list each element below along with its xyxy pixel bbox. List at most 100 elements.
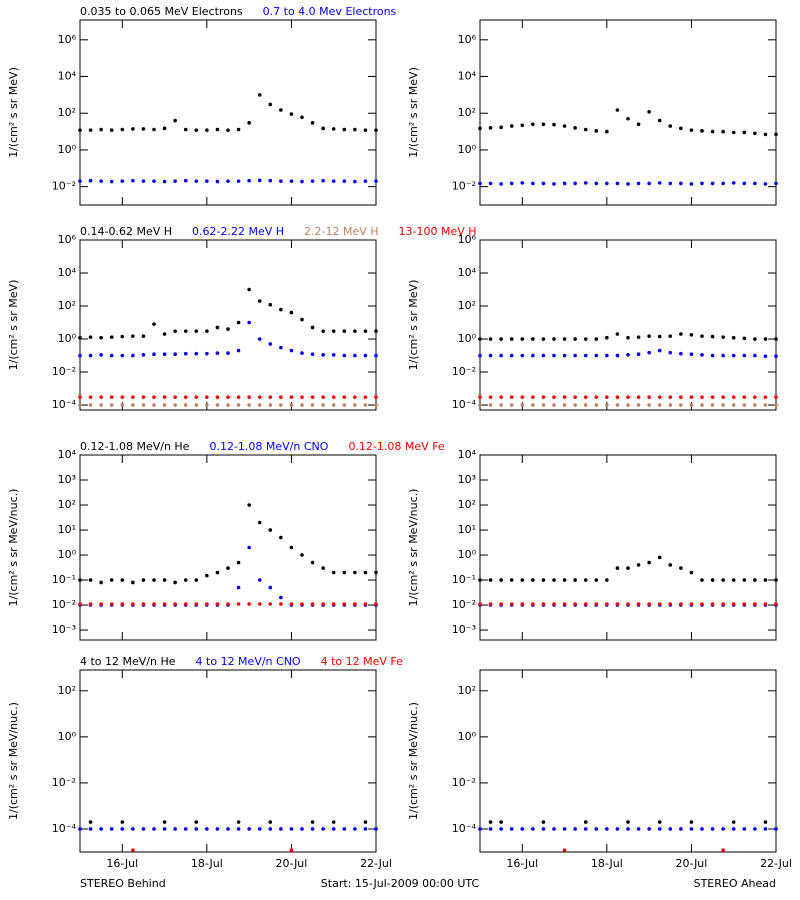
data-point: [731, 827, 736, 831]
data-point: [668, 563, 673, 567]
data-point: [478, 578, 482, 582]
plot-frame: [79, 19, 377, 206]
data-point: [509, 578, 514, 582]
data-point: [215, 403, 220, 407]
data-point: [552, 122, 556, 127]
data-point: [78, 395, 82, 399]
data-point: [331, 602, 336, 606]
data-point: [594, 337, 599, 341]
data-point: [615, 181, 620, 186]
data-point: [268, 102, 273, 107]
data-point: [310, 827, 315, 831]
data-point: [131, 403, 135, 407]
data-point: [636, 122, 641, 127]
data-point: [109, 602, 114, 606]
data-point: [626, 335, 630, 340]
data-point: [626, 820, 630, 824]
data-point: [342, 127, 347, 132]
data-point: [226, 351, 230, 355]
data-point: [689, 403, 694, 407]
data-point: [488, 395, 493, 399]
y-tick-label: 10⁴: [58, 448, 77, 461]
data-point: [531, 602, 535, 606]
data-point: [668, 403, 673, 407]
data-point: [374, 353, 378, 358]
legend-label: 4 to 12 MeV/n He: [80, 655, 176, 668]
data-point: [310, 325, 315, 330]
y-tick-label: 10²: [458, 299, 476, 312]
data-point: [636, 602, 641, 606]
y-tick-label: 10⁻²: [452, 598, 476, 611]
data-point: [615, 827, 620, 831]
data-point: [236, 127, 241, 132]
y-tick-label: 10⁻²: [52, 365, 76, 378]
data-point: [774, 403, 778, 407]
data-point: [353, 179, 357, 184]
plot-frame: [479, 19, 777, 206]
data-point: [194, 403, 199, 407]
data-point: [562, 337, 567, 341]
data-point: [774, 354, 778, 359]
data-point: [636, 395, 641, 399]
data-point: [257, 602, 262, 606]
data-point: [657, 334, 662, 339]
y-tick-label: 10⁰: [458, 143, 477, 156]
data-point: [721, 578, 725, 582]
data-point: [552, 578, 556, 582]
data-point: [78, 827, 82, 831]
data-point: [509, 124, 514, 128]
legend-label: 0.12-1.08 MeV Fe: [348, 440, 444, 453]
data-point: [152, 127, 156, 132]
data-point: [141, 353, 146, 357]
y-axis-label: 1/(cm² s sr MeV/nuc.): [407, 489, 420, 607]
data-point: [615, 353, 620, 358]
data-point: [289, 602, 294, 606]
data-point: [236, 585, 241, 590]
data-point: [120, 179, 125, 183]
data-point: [194, 602, 199, 606]
y-tick-label: 10¹: [58, 523, 76, 536]
data-point: [120, 827, 125, 831]
legend-label: 0.12-1.08 MeV/n CNO: [209, 440, 328, 453]
data-point: [710, 403, 715, 407]
data-point: [626, 395, 630, 399]
data-point: [173, 179, 177, 183]
data-point: [509, 602, 514, 606]
y-tick-label: 10⁰: [58, 332, 77, 345]
y-tick-label: 10⁻⁴: [52, 822, 77, 835]
data-point: [268, 178, 273, 183]
data-point: [742, 602, 747, 606]
data-point: [647, 395, 651, 399]
data-point: [583, 403, 588, 407]
data-point: [594, 827, 599, 831]
data-point: [478, 602, 482, 606]
data-point: [321, 329, 325, 333]
y-tick-label: 10²: [58, 299, 76, 312]
y-tick-label: 10⁴: [458, 266, 477, 279]
data-point: [268, 602, 273, 606]
data-point: [289, 848, 294, 852]
data-point: [700, 353, 704, 357]
data-point: [310, 820, 315, 824]
data-point: [226, 128, 230, 132]
data-point: [279, 595, 283, 600]
data-point: [162, 578, 167, 582]
data-point: [626, 182, 630, 186]
data-point: [342, 179, 347, 183]
data-point: [552, 602, 556, 606]
data-point: [236, 560, 241, 565]
data-point: [679, 403, 683, 407]
data-point: [742, 395, 747, 399]
data-point: [289, 403, 294, 407]
data-point: [131, 395, 135, 399]
data-point: [257, 520, 262, 525]
data-point: [162, 403, 167, 407]
data-point: [488, 403, 493, 407]
data-point: [753, 602, 757, 606]
data-point: [689, 182, 694, 186]
data-point: [700, 181, 704, 186]
data-point: [742, 181, 747, 186]
data-point: [331, 570, 336, 575]
data-point: [205, 403, 209, 407]
data-point: [520, 395, 525, 399]
